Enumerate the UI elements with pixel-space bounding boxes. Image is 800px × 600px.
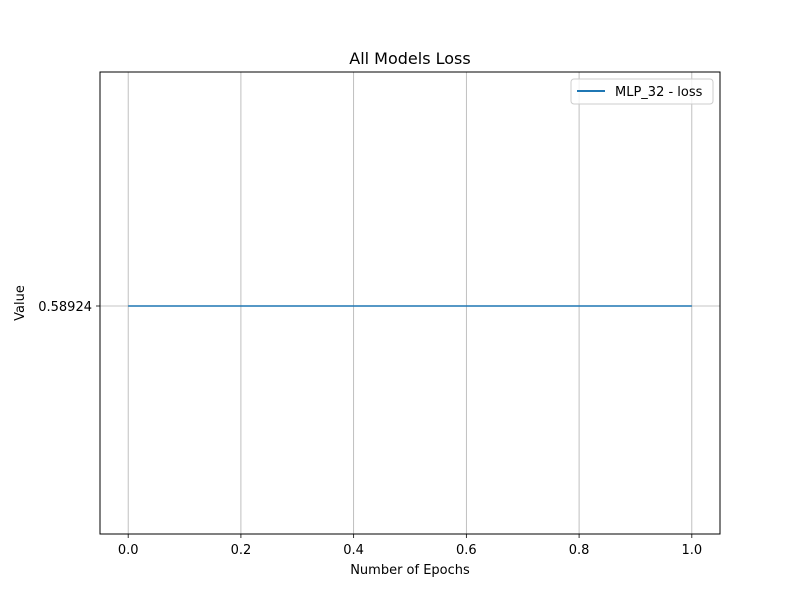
x-tick-label: 1.0 bbox=[681, 543, 702, 558]
x-axis-ticks: 0.0 0.2 0.4 0.6 0.8 1.0 bbox=[118, 534, 702, 558]
chart-title: All Models Loss bbox=[349, 49, 470, 68]
legend: MLP_32 - loss bbox=[570, 78, 714, 105]
x-tick-label: 0.0 bbox=[118, 543, 139, 558]
legend-box bbox=[570, 78, 714, 105]
x-tick-label: 0.2 bbox=[231, 543, 252, 558]
x-tick-label: 0.8 bbox=[569, 543, 590, 558]
y-tick-label: 0.58924 bbox=[38, 300, 92, 315]
x-tick-label: 0.4 bbox=[343, 543, 364, 558]
y-axis-label: Value bbox=[13, 285, 28, 321]
y-axis-ticks: 0.58924 bbox=[38, 300, 100, 315]
plot-area-frame bbox=[99, 71, 721, 535]
legend-label-mlp-32-loss: MLP_32 - loss bbox=[615, 85, 703, 100]
x-axis-label: Number of Epochs bbox=[350, 563, 470, 578]
x-tick-label: 0.6 bbox=[456, 543, 477, 558]
